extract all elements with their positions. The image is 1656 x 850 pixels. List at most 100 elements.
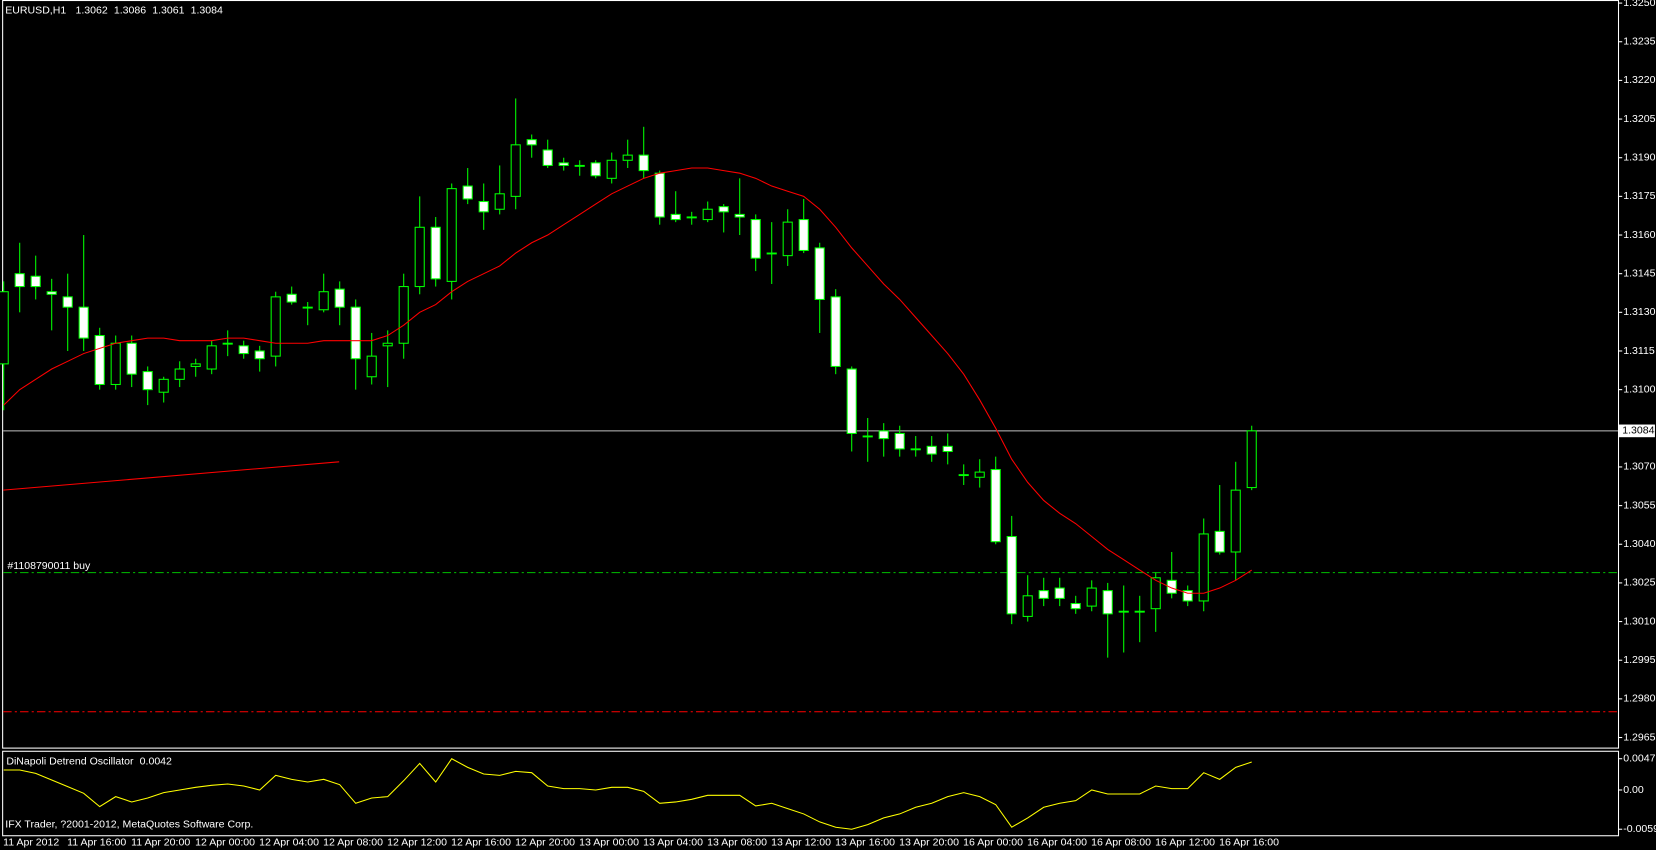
bid-label: 1.3084: [1622, 425, 1654, 437]
y-tick-label: 1.3040: [1623, 538, 1655, 550]
x-tick-label: 13 Apr 12:00: [771, 836, 831, 848]
candle-body: [46, 291, 57, 295]
candle-body: [1118, 610, 1129, 613]
y-tick-label: 1.3175: [1623, 190, 1655, 202]
x-tick-label: 16 Apr 04:00: [1027, 836, 1087, 848]
x-tick-label: 12 Apr 04:00: [259, 836, 319, 848]
bid-label-box: [1619, 424, 1655, 438]
oscillator-current: 0.0042: [140, 755, 172, 767]
candle-body: [670, 213, 681, 221]
candle-body: [126, 342, 137, 375]
y-tick-label: 1.2965: [1623, 731, 1655, 743]
last-open: 1.3062: [76, 4, 108, 16]
y-tick-label: 1.3145: [1623, 267, 1655, 279]
candle-body: [1070, 602, 1081, 610]
candle-body: [1054, 587, 1065, 599]
y-tick-label: 0.00: [1623, 784, 1644, 796]
candle-body: [558, 162, 569, 166]
candle-body: [14, 273, 25, 288]
x-tick-label: 16 Apr 08:00: [1091, 836, 1151, 848]
candle-body: [110, 342, 121, 386]
candle-body: [382, 342, 393, 347]
candle-body: [1102, 590, 1113, 615]
x-tick-label: 13 Apr 04:00: [643, 836, 703, 848]
candle-body: [462, 185, 473, 200]
candle-body: [318, 291, 329, 311]
y-tick-label: 1.3190: [1623, 152, 1655, 164]
candle-body: [846, 368, 857, 434]
candle-body: [1246, 430, 1257, 489]
candle-body: [1134, 610, 1145, 613]
candle-body: [1230, 489, 1241, 553]
price-panel-frame: [2, 0, 1620, 749]
candle-body: [478, 200, 489, 213]
candle-body: [910, 448, 921, 451]
candle-body: [782, 221, 793, 257]
candle-body: [222, 342, 233, 345]
candle-body: [94, 334, 105, 386]
candle-body: [702, 208, 713, 221]
y-tick-label: 1.3235: [1623, 36, 1655, 48]
candle-body: [1006, 535, 1017, 615]
oscillator-header: DiNapoli Detrend Oscillator 0.0042: [6, 755, 172, 767]
candle-body: [398, 286, 409, 344]
candle-body: [654, 172, 665, 218]
x-tick-label: 12 Apr 08:00: [323, 836, 383, 848]
y-tick-label: 1.3115: [1623, 345, 1655, 357]
candle-body: [286, 293, 297, 303]
x-tick-label: 12 Apr 00:00: [195, 836, 255, 848]
candle-body: [414, 226, 425, 288]
oscillator-panel-frame: [2, 750, 1620, 837]
symbol-title: EURUSD,H1: [5, 4, 66, 16]
candle-body: [302, 306, 313, 309]
chart-header: EURUSD,H1 1.3062 1.3086 1.3061 1.3084: [5, 4, 223, 16]
candle-body: [526, 139, 537, 146]
x-tick-label: 11 Apr 20:00: [131, 836, 190, 848]
candle-body: [158, 378, 169, 393]
y-tick-label: 1.3070: [1623, 461, 1655, 473]
candle-body: [926, 445, 937, 455]
x-tick-label: 16 Apr 16:00: [1219, 836, 1279, 848]
candle-body: [1198, 533, 1209, 602]
x-tick-label: 13 Apr 20:00: [899, 836, 959, 848]
candle-body: [958, 474, 969, 477]
candle-body: [798, 219, 809, 252]
candle-body: [1038, 590, 1049, 599]
trendline: [3, 461, 340, 491]
candle-body: [0, 291, 9, 365]
candle-body: [430, 226, 441, 280]
y-tick-label: 1.3025: [1623, 577, 1655, 589]
x-tick-label: 13 Apr 16:00: [835, 836, 895, 848]
x-tick-label: 16 Apr 00:00: [963, 836, 1023, 848]
oscillator-title: DiNapoli Detrend Oscillator: [6, 755, 134, 767]
y-tick-label: 1.2995: [1623, 654, 1655, 666]
x-tick-label: 13 Apr 08:00: [707, 836, 767, 848]
y-tick-label: 1.2980: [1623, 693, 1655, 705]
candle-body: [974, 471, 985, 478]
y-tick-label: 0.0047: [1623, 753, 1655, 765]
last-high: 1.3086: [114, 4, 146, 16]
candle-body: [1086, 587, 1097, 607]
candle-body: [1166, 579, 1177, 594]
candle-body: [894, 432, 905, 450]
candle-body: [686, 216, 697, 219]
y-tick-label: 1.3130: [1623, 306, 1655, 318]
candle-body: [446, 188, 457, 282]
moving-average: [3, 167, 1253, 594]
candle-body: [174, 368, 185, 380]
candle-body: [734, 213, 745, 218]
order-label: #1108790011 buy: [7, 560, 91, 572]
candle-body: [622, 154, 633, 161]
candle-body: [78, 306, 89, 339]
candle-body: [574, 164, 585, 167]
y-tick-label: 1.3055: [1623, 499, 1655, 511]
candle-body: [350, 306, 361, 360]
x-tick-label: 12 Apr 20:00: [515, 836, 575, 848]
candle-body: [862, 435, 873, 438]
candle-body: [206, 345, 217, 370]
candle-body: [750, 219, 761, 259]
candle-body: [942, 445, 953, 453]
